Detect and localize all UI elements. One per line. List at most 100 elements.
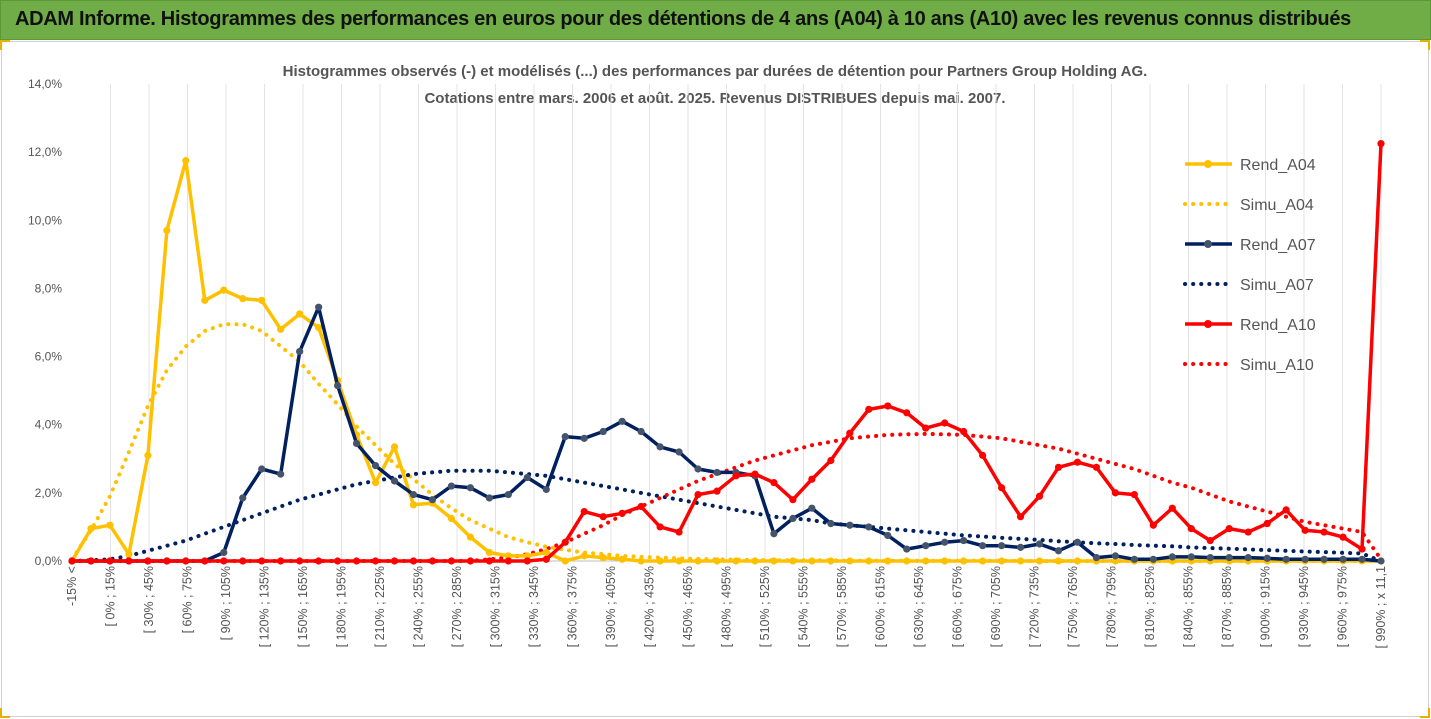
- data-point: [808, 504, 816, 512]
- legend-entry: Simu_A04: [1183, 197, 1314, 214]
- data-point: [144, 557, 152, 565]
- data-point: [144, 451, 152, 459]
- data-point: [884, 402, 892, 410]
- x-tick-label: [ 540% ; 555%: [797, 566, 811, 647]
- x-tick-label: [ 600% ; 615%: [874, 566, 888, 647]
- x-tick-label: [ 150% ; 165%: [296, 566, 310, 647]
- series-line: [70, 322, 1383, 563]
- data-point: [333, 381, 342, 390]
- data-point: [732, 557, 740, 565]
- data-point: [865, 523, 873, 531]
- x-tick-label: [ 840% ; 855%: [1182, 566, 1196, 647]
- x-tick-label: -15% <: [65, 566, 79, 606]
- data-point: [713, 557, 721, 565]
- legend-entry: Simu_A10: [1183, 357, 1314, 374]
- data-point: [637, 502, 645, 511]
- data-point: [637, 427, 645, 436]
- data-point: [884, 557, 892, 565]
- data-point: [523, 473, 531, 482]
- x-tick-label: [ 300% ; 315%: [489, 566, 503, 647]
- x-tick-label: [ 630% ; 645%: [912, 566, 926, 647]
- chart-corner-handle[interactable]: [0, 40, 10, 50]
- x-tick-label: [ 240% ; 255%: [412, 566, 426, 647]
- y-tick-label: 6,0%: [35, 350, 63, 364]
- data-point: [447, 482, 456, 490]
- data-point: [1301, 555, 1309, 563]
- data-point: [523, 557, 531, 565]
- data-point: [1358, 555, 1366, 563]
- x-tick-label: [ 720% ; 735%: [1028, 566, 1042, 647]
- series-Rend_A10[interactable]: [68, 140, 1385, 565]
- data-point: [713, 468, 721, 477]
- x-tick-label: [ 510% ; 525%: [758, 566, 772, 647]
- data-point: [561, 538, 569, 546]
- data-point: [485, 557, 493, 565]
- chart-corner-handle[interactable]: [1420, 708, 1430, 718]
- data-point: [1016, 557, 1025, 565]
- legend-marker: [1204, 320, 1212, 328]
- data-point: [106, 557, 114, 565]
- data-point: [808, 557, 816, 565]
- data-point: [922, 424, 930, 432]
- header-banner: ADAM Informe. Histogrammes des performan…: [0, 0, 1431, 40]
- data-point: [409, 557, 418, 565]
- x-tick-label: [ 330% ; 345%: [527, 566, 541, 647]
- series-Simu_A04[interactable]: [70, 322, 1383, 563]
- report-title: ADAM Informe. Histogrammes des performan…: [15, 8, 1351, 30]
- data-point: [580, 552, 588, 560]
- x-tick-label: [ 930% ; 945%: [1297, 566, 1311, 647]
- data-point: [352, 557, 361, 565]
- data-point: [1111, 557, 1120, 565]
- data-point: [1320, 528, 1328, 536]
- data-point: [1282, 555, 1290, 563]
- chart-title-line-2: Cotations entre mars. 2006 et août. 2025…: [424, 90, 1005, 107]
- series-line: [72, 305, 1382, 563]
- data-point: [1263, 554, 1271, 562]
- x-tick-label: [ 270% ; 285%: [450, 566, 464, 647]
- data-point: [542, 555, 550, 563]
- x-tick-label: [ 750% ; 765%: [1066, 566, 1080, 647]
- data-point: [618, 417, 626, 425]
- data-point: [296, 347, 304, 356]
- x-tick-label: [ 420% ; 435%: [643, 566, 657, 647]
- data-point: [182, 557, 190, 565]
- data-point: [1035, 557, 1044, 565]
- x-tick-label: [ 390% ; 405%: [604, 566, 618, 647]
- data-point: [656, 443, 664, 451]
- data-point: [1225, 525, 1233, 533]
- data-point: [182, 157, 190, 165]
- data-point: [1130, 555, 1138, 563]
- data-point: [1225, 553, 1233, 562]
- legend-marker: [1204, 240, 1212, 248]
- legend-entry: Rend_A04: [1185, 157, 1316, 174]
- data-point: [732, 472, 740, 480]
- data-point: [277, 325, 285, 333]
- data-point: [979, 557, 987, 565]
- data-point: [390, 557, 399, 565]
- data-point: [903, 557, 911, 565]
- series-Simu_A07[interactable]: [70, 468, 1383, 563]
- data-point: [979, 451, 987, 459]
- legend-label: Rend_A07: [1240, 237, 1316, 254]
- data-point: [466, 484, 474, 492]
- data-point: [903, 545, 911, 553]
- y-tick-label: 10,0%: [28, 213, 62, 227]
- data-point: [789, 514, 797, 523]
- y-tick-label: 14,0%: [28, 77, 62, 91]
- x-tick-label: [ 120% ; 135%: [258, 566, 272, 647]
- x-tick-label: [ 210% ; 225%: [373, 566, 387, 647]
- x-tick-label: [ 480% ; 495%: [720, 566, 734, 647]
- data-point: [201, 557, 209, 565]
- data-point: [125, 557, 133, 565]
- data-point: [637, 557, 645, 565]
- data-point: [941, 419, 949, 427]
- x-tick-label: [ 60% ; 75%: [181, 566, 195, 633]
- data-point: [618, 555, 626, 563]
- series-line: [72, 143, 1383, 563]
- chart-corner-handle[interactable]: [0, 708, 10, 718]
- chart-corner-handle[interactable]: [1420, 40, 1430, 50]
- data-point: [960, 536, 968, 545]
- data-point: [846, 429, 854, 437]
- data-point: [371, 462, 380, 470]
